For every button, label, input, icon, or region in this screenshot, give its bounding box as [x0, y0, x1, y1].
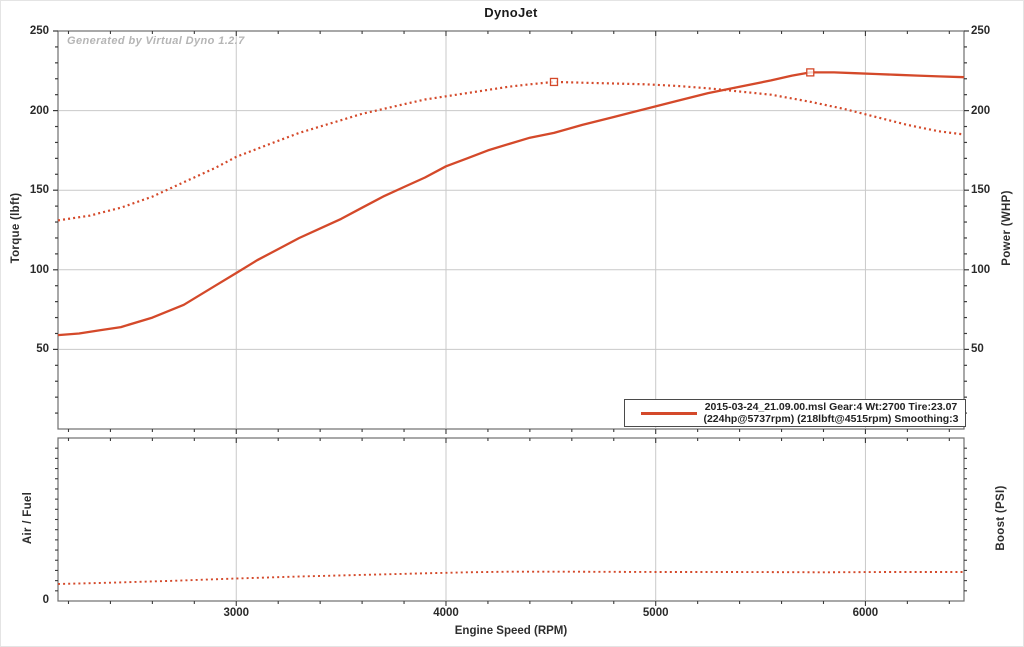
y-tick-label-right: 50 [971, 343, 984, 356]
x-tick-label: 5000 [642, 607, 669, 619]
y-tick-label-right: 100 [971, 263, 991, 276]
axis-title-boost: Boost (PSI) [995, 484, 1007, 551]
legend-peaks-info: (224hp@5737rpm) (218lbft@4515rpm) Smooth… [703, 413, 959, 425]
y-tick-label-right: 150 [971, 184, 991, 197]
torque-curve [57, 80, 965, 222]
x-tick-label: 4000 [433, 607, 459, 619]
legend-run-info: 2015-03-24_21.09.00.msl Gear:4 Wt:2700 T… [704, 401, 958, 413]
y-tick-label-left: 200 [29, 104, 49, 117]
x-tick-label: 6000 [852, 607, 879, 619]
power-curve [57, 71, 965, 337]
axis-title-engine-speed: Engine Speed (RPM) [454, 625, 568, 637]
watermark-text: Generated by Virtual Dyno 1.2.7 [67, 35, 245, 47]
legend-line-swatch [641, 411, 697, 415]
peak-marker [549, 77, 559, 87]
legend: 2015-03-24_21.09.00.msl Gear:4 Wt:2700 T… [624, 399, 966, 427]
y-tick-label-left: 150 [29, 184, 49, 197]
y-tick-label-left: 50 [36, 343, 49, 356]
peak-marker [806, 68, 815, 77]
y-tick-label-right: 250 [971, 25, 991, 37]
y-tick-label-left: 100 [29, 263, 49, 276]
air-fuel-curve [57, 570, 964, 585]
axis-title-torque: Torque (lbft) [10, 192, 22, 264]
bottom-zero-tick-label: 0 [42, 594, 49, 606]
axis-title-power: Power (WHP) [1001, 190, 1013, 266]
axis-title-air-fuel: Air / Fuel [22, 491, 34, 544]
chart-title: DynoJet [484, 5, 538, 20]
x-tick-label: 3000 [223, 607, 250, 619]
bottom-plot-frame [57, 437, 965, 602]
legend-text: 2015-03-24_21.09.00.msl Gear:4 Wt:2700 T… [697, 401, 965, 425]
y-tick-label-right: 200 [971, 104, 991, 117]
main-plot-frame [57, 30, 965, 430]
y-tick-label-left: 250 [29, 25, 49, 37]
